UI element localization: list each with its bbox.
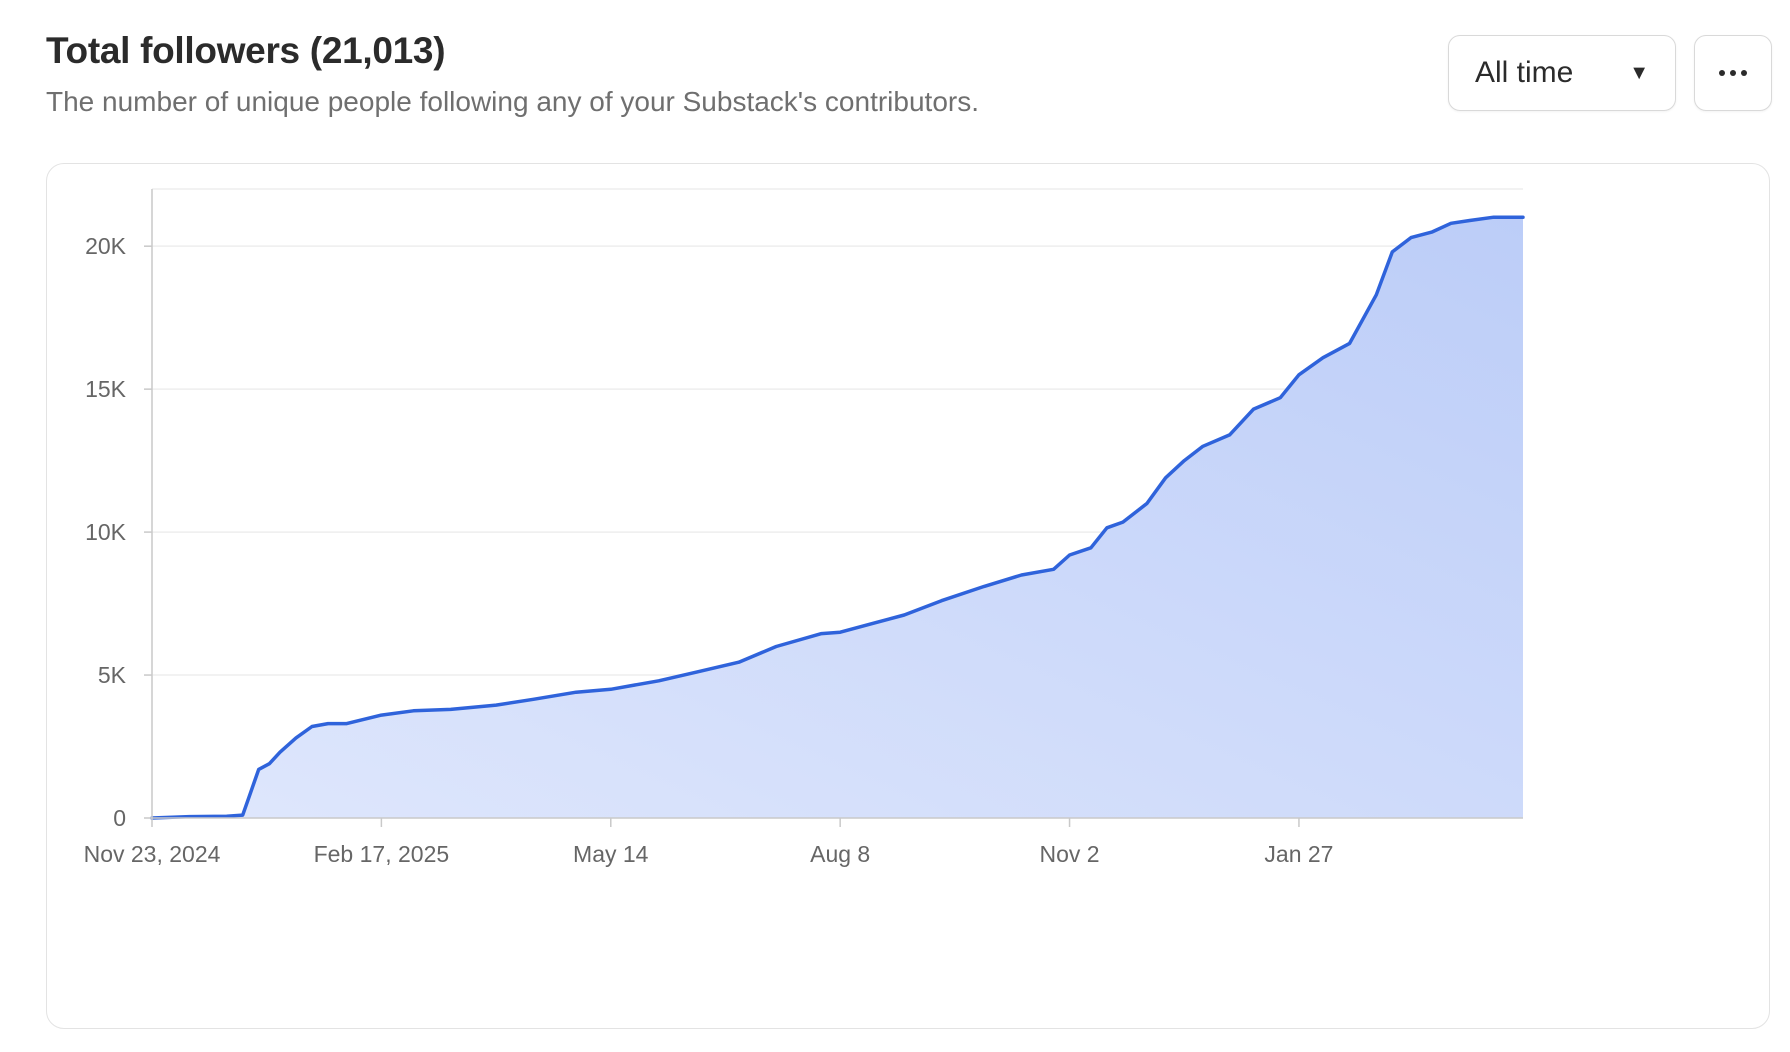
page-subtitle: The number of unique people following an… [46, 86, 979, 117]
chart-card: 0 5K 10K 15K 20K Nov 23, 2024 Feb 17, 2025 May… [46, 163, 1770, 1029]
y-tick-label: 15K [85, 376, 127, 402]
x-tick-label: Jan 27 [1264, 841, 1333, 867]
y-tick-label: 5K [98, 662, 127, 688]
x-tick-label: Nov 23, 2024 [84, 841, 221, 867]
followers-chart: 0 5K 10K 15K 20K Nov 23, 2024 Feb 17, 2025 May… [84, 188, 1525, 867]
more-options-button[interactable] [1694, 35, 1772, 111]
y-tick-label: 0 [113, 805, 126, 831]
followers-area [152, 217, 1523, 818]
y-axis-ticks: 0 5K 10K 15K 20K [85, 233, 152, 831]
followers-line [150, 215, 1525, 820]
x-tick-label: Aug 8 [810, 841, 870, 867]
chart-controls: All time ▼ [1448, 35, 1772, 111]
time-range-label: All time [1475, 56, 1574, 89]
x-tick-label: May 14 [573, 841, 649, 867]
time-range-select[interactable]: All time ▼ [1448, 35, 1676, 111]
page-title: Total followers (21,013) [46, 30, 446, 71]
caret-down-icon: ▼ [1629, 61, 1649, 84]
x-axis-ticks: Nov 23, 2024 Feb 17, 2025 May 14 Aug 8 Nov 2… [84, 818, 1333, 867]
axes [151, 189, 1523, 819]
x-tick-label: Nov 2 [1040, 841, 1100, 867]
header: Total followers (21,013) The number of u… [46, 30, 979, 118]
y-tick-label: 10K [85, 519, 127, 545]
y-tick-label: 20K [85, 233, 127, 259]
more-horizontal-icon [1719, 70, 1747, 76]
x-tick-label: Feb 17, 2025 [314, 841, 450, 867]
